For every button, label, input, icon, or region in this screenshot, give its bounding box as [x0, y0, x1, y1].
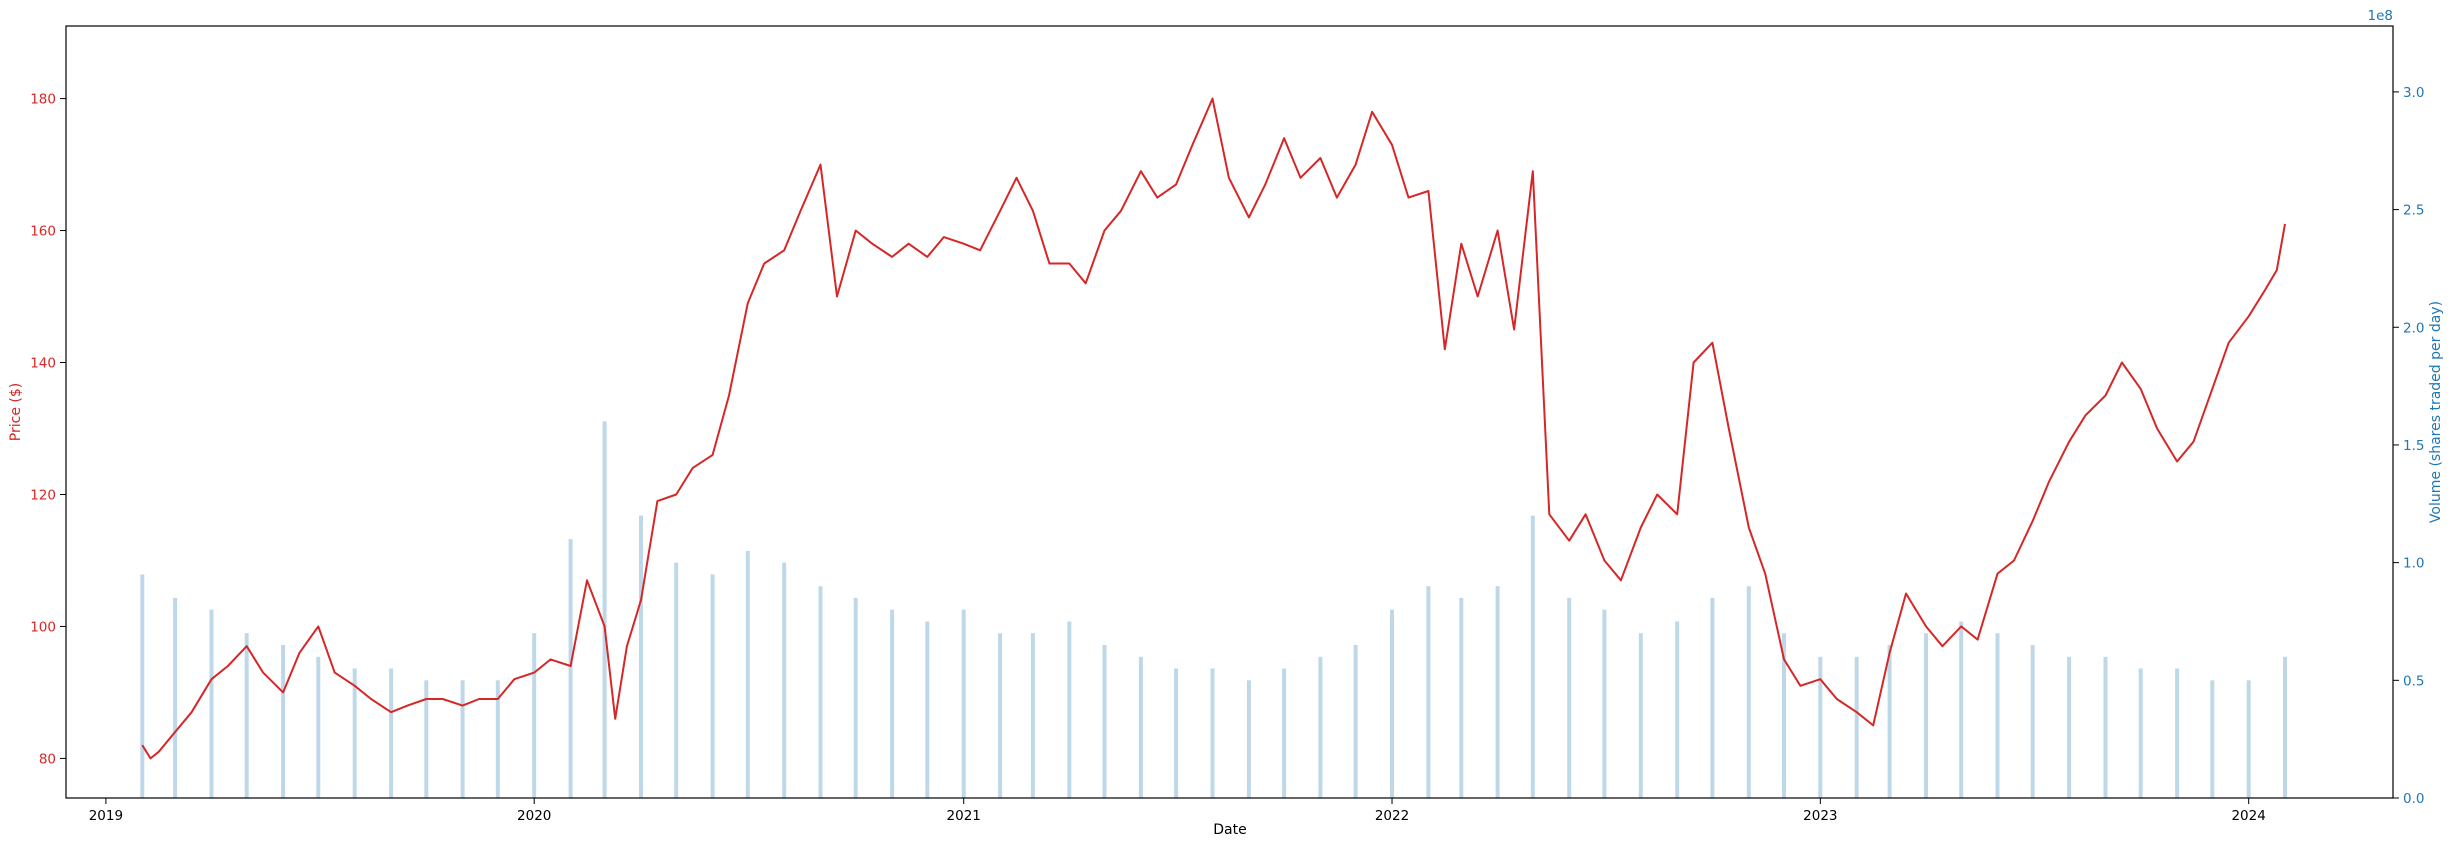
- plot-frame: [65, 25, 2394, 799]
- volume-bar: [568, 539, 573, 798]
- y2-tick-label: 0.0: [2403, 791, 2424, 807]
- volume-bar: [352, 668, 357, 798]
- volume-bar: [389, 668, 394, 798]
- volume-bar: [1602, 609, 1607, 798]
- volume-bar: [1390, 609, 1394, 798]
- y2-axis-ticks: 0.0 0.5 1.0 1.5 2.0 2.5 3.0: [2393, 85, 2424, 807]
- volume-bar: [2210, 680, 2215, 798]
- volume-bar: [1318, 656, 1323, 798]
- volume-bar: [1710, 597, 1715, 798]
- volume-bar: [281, 645, 286, 798]
- volume-bar: [1353, 645, 1358, 798]
- volume-bar: [674, 562, 679, 798]
- y-tick-label: 140: [30, 356, 56, 372]
- volume-bar: [1102, 645, 1107, 798]
- volume-bar: [140, 574, 145, 798]
- volume-bar: [998, 633, 1003, 798]
- volume-bar: [316, 656, 321, 798]
- volume-bar: [1138, 656, 1143, 798]
- volume-bar: [925, 621, 930, 798]
- volume-bar: [1495, 586, 1500, 798]
- volume-bar: [602, 421, 607, 798]
- y2-axis-title: Volume (shares traded per day): [2428, 301, 2444, 523]
- volume-bars: [140, 421, 2287, 798]
- volume-bar: [782, 562, 787, 798]
- volume-bar: [1924, 633, 1928, 798]
- y-tick-label: 160: [30, 224, 56, 240]
- volume-bar: [2138, 668, 2143, 798]
- volume-bar: [1426, 586, 1431, 798]
- volume-bar: [244, 633, 249, 798]
- volume-bar: [818, 586, 823, 798]
- volume-bar: [1067, 621, 1072, 798]
- volume-bar: [2175, 668, 2180, 798]
- volume-bar: [209, 609, 214, 798]
- volume-bar: [1030, 633, 1035, 798]
- volume-bar: [2246, 680, 2251, 798]
- volume-bar: [1282, 668, 1287, 798]
- volume-bar: [639, 515, 643, 798]
- x-tick-label: 2022: [1375, 808, 1409, 824]
- x-tick-label: 2020: [517, 808, 551, 824]
- volume-bar: [2283, 656, 2287, 798]
- volume-bar: [173, 597, 178, 798]
- x-tick-label: 2021: [947, 808, 981, 824]
- y2-tick-label: 1.5: [2403, 438, 2424, 454]
- volume-bar: [1854, 656, 1859, 798]
- y-tick-label: 120: [30, 487, 56, 503]
- y2-offset-label: 1e8: [2368, 8, 2393, 24]
- x-tick-label: 2019: [89, 808, 123, 824]
- volume-bar: [1959, 621, 1964, 798]
- volume-bar: [1818, 656, 1823, 798]
- volume-bar: [495, 680, 500, 798]
- volume-bar: [1210, 668, 1215, 798]
- volume-bar: [745, 550, 750, 798]
- volume-bar: [2103, 656, 2108, 798]
- volume-bar: [1746, 586, 1751, 798]
- volume-bar: [1459, 597, 1464, 798]
- y2-tick-label: 1.0: [2403, 556, 2424, 572]
- x-tick-label: 2024: [2231, 808, 2265, 824]
- volume-bar: [1530, 515, 1535, 798]
- y-axis-title: Price ($): [8, 383, 24, 441]
- volume-bar: [1174, 668, 1179, 798]
- volume-bar: [1782, 633, 1786, 798]
- volume-bar: [890, 609, 895, 798]
- volume-bar: [961, 609, 966, 798]
- x-tick-label: 2023: [1803, 808, 1837, 824]
- volume-bar: [1675, 621, 1680, 798]
- volume-bar: [710, 574, 715, 798]
- y2-tick-label: 2.0: [2403, 320, 2424, 336]
- volume-bar: [853, 597, 858, 798]
- volume-bar: [1887, 645, 1892, 798]
- volume-bar: [1995, 633, 2000, 798]
- y-tick-label: 180: [30, 92, 56, 108]
- y2-tick-label: 3.0: [2403, 85, 2424, 101]
- volume-bar: [1567, 597, 1572, 798]
- x-axis-ticks: 2019 2020 2021 2022 2023 2024: [89, 798, 2266, 824]
- volume-bar: [1246, 680, 1251, 798]
- x-axis-title: Date: [1213, 822, 1246, 838]
- y2-tick-label: 0.5: [2403, 673, 2424, 689]
- y-axis-ticks: 80 100 120 140 160 180: [30, 92, 66, 767]
- volume-bar: [460, 680, 465, 798]
- y-tick-label: 100: [30, 619, 56, 635]
- price-line: [141, 97, 2286, 760]
- volume-bar: [2067, 656, 2072, 798]
- volume-bar: [424, 680, 429, 798]
- y2-tick-label: 2.5: [2403, 203, 2424, 219]
- volume-bar: [2030, 645, 2035, 798]
- y-tick-label: 80: [39, 751, 56, 767]
- volume-bar: [532, 633, 537, 798]
- volume-bar: [1638, 633, 1643, 798]
